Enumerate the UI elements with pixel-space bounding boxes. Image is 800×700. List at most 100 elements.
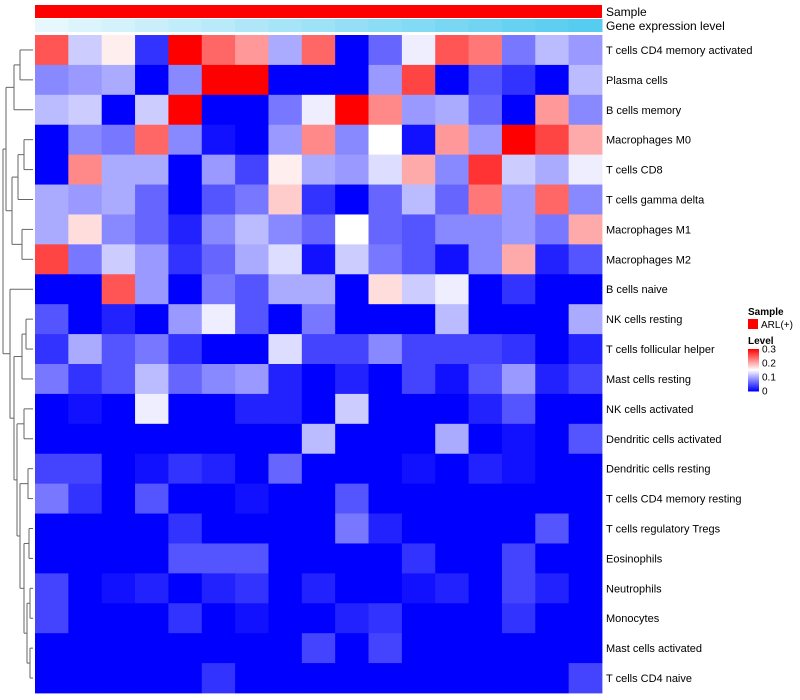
heatmap-cell (268, 184, 303, 215)
heatmap-cell (401, 483, 436, 514)
heatmap-cell (68, 663, 103, 694)
heatmap-cell (568, 513, 603, 544)
heatmap-cell (35, 453, 69, 485)
heatmap-cell (368, 274, 403, 305)
heatmap-cell (35, 304, 69, 335)
heatmap-cell (335, 483, 369, 514)
heatmap-cell (101, 393, 136, 425)
legend-gradient-step (748, 351, 759, 353)
legend-gradient-step (748, 385, 759, 387)
heatmap-cell (68, 304, 103, 335)
expression-annotation-cell (468, 19, 503, 32)
heatmap-cell (535, 244, 570, 275)
heatmap-cell (235, 513, 269, 544)
heatmap-cell (368, 453, 403, 485)
heatmap-cell (335, 633, 369, 664)
heatmap-cell (201, 124, 236, 156)
heatmap-cell (135, 35, 169, 66)
heatmap-cell (501, 35, 536, 66)
heatmap-cell (301, 393, 336, 425)
heatmap-cell (435, 453, 469, 485)
legend-gradient-step (748, 359, 759, 361)
heatmap-cell (435, 35, 469, 66)
heatmap-cell (135, 64, 169, 96)
legend-level-title: Level (748, 336, 774, 347)
heatmap-cell (568, 423, 603, 455)
heatmap-cell (568, 184, 603, 215)
heatmap-cell (35, 633, 69, 664)
heatmap-cell (35, 364, 69, 395)
legend-gradient-step (748, 363, 759, 365)
legend-gradient-step (748, 384, 759, 386)
heatmap-cell (335, 364, 369, 395)
legend-gradient-step (748, 353, 759, 355)
heatmap-cell (401, 453, 436, 485)
heatmap-cell (235, 35, 269, 66)
heatmap-cell (368, 154, 403, 185)
heatmap-cell (301, 423, 336, 455)
heatmap-cell (101, 633, 136, 664)
heatmap-cell (335, 214, 369, 245)
legend-sample-title: Sample (748, 307, 784, 318)
heatmap-cell (535, 633, 570, 664)
heatmap-cell (201, 633, 236, 664)
heatmap-cell (435, 543, 469, 574)
heatmap-cell (401, 573, 436, 604)
heatmap-cell (401, 154, 436, 185)
heatmap-cell (301, 304, 336, 335)
heatmap-cell (168, 573, 203, 604)
heatmap-cell (535, 483, 570, 514)
heatmap-cell (68, 334, 103, 365)
legend-tick-label: 0 (762, 387, 768, 398)
heatmap-cell (35, 334, 69, 365)
heatmap-cell (101, 35, 136, 66)
row-labels: T cells CD4 memory activated Plasma cells… (606, 45, 753, 685)
heatmap-cell (468, 94, 503, 126)
heatmap-cell (401, 94, 436, 126)
heatmap-cell (401, 633, 436, 664)
heatmap-cell (501, 64, 536, 96)
heatmap-cell (401, 364, 436, 395)
heatmap-cell (535, 334, 570, 365)
heatmap-cell (268, 214, 303, 245)
heatmap-cell (301, 543, 336, 574)
legend-gradient-step (748, 355, 759, 357)
heatmap-cell (268, 304, 303, 335)
heatmap-cell (435, 154, 469, 185)
heatmap-cell (401, 64, 436, 96)
heatmap-cell (535, 423, 570, 455)
heatmap-cell (168, 543, 203, 574)
legend-gradient-step (748, 386, 759, 388)
heatmap-cell (335, 94, 369, 126)
heatmap-cell (235, 274, 269, 305)
heatmap-cell (301, 334, 336, 365)
heatmap-cell (68, 453, 103, 485)
heatmap-cell (101, 334, 136, 365)
heatmap-cell (235, 483, 269, 514)
heatmap-cell (235, 244, 269, 275)
heatmap-cell (368, 124, 403, 156)
heatmap-cell (235, 364, 269, 395)
heatmap-cell (201, 64, 236, 96)
heatmap-cell (101, 543, 136, 574)
heatmap-cell (401, 663, 436, 694)
heatmap-cell (268, 154, 303, 185)
legend-gradient-step (748, 382, 759, 384)
heatmap-cell (168, 663, 203, 694)
heatmap-cell (68, 364, 103, 395)
heatmap-cell (568, 663, 603, 694)
heatmap-cell (68, 513, 103, 544)
heatmap-cell (435, 663, 469, 694)
heatmap-cell (35, 94, 69, 126)
heatmap-cell (101, 573, 136, 604)
heatmap-cell (101, 483, 136, 514)
heatmap-cell (435, 274, 469, 305)
heatmap-cell (501, 573, 536, 604)
heatmap-cell (68, 214, 103, 245)
heatmap-cell (101, 184, 136, 215)
heatmap-cell (68, 94, 103, 126)
heatmap-cell (301, 35, 336, 66)
heatmap-cell (101, 304, 136, 335)
